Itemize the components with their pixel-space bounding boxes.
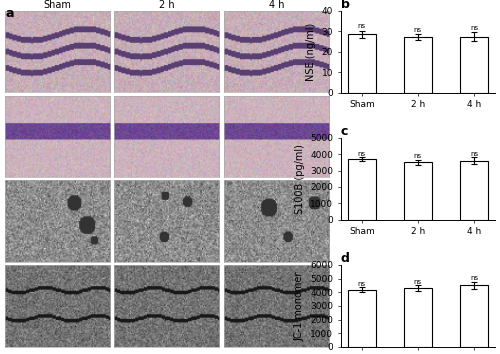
Text: ns: ns	[414, 27, 422, 33]
Bar	[460, 285, 488, 347]
Text: d: d	[341, 252, 349, 265]
Text: ns: ns	[470, 25, 478, 32]
Text: c: c	[341, 125, 348, 138]
Bar	[348, 34, 376, 93]
Bar	[404, 288, 432, 347]
Text: b: b	[341, 0, 349, 11]
Text: ns: ns	[470, 275, 478, 281]
Bar	[404, 37, 432, 93]
Bar	[348, 290, 376, 347]
Bar	[460, 37, 488, 93]
Bar	[404, 162, 432, 220]
Text: a: a	[5, 7, 14, 20]
Bar	[348, 159, 376, 220]
Text: ns: ns	[470, 151, 478, 157]
Text: ns: ns	[414, 153, 422, 159]
Y-axis label: JC-1 monomer: JC-1 monomer	[294, 271, 304, 341]
Y-axis label: NSE (ng/ml): NSE (ng/ml)	[306, 23, 316, 81]
Text: ns: ns	[358, 23, 366, 29]
Bar	[460, 161, 488, 220]
Title: Sham: Sham	[44, 0, 72, 10]
Title: 4 h: 4 h	[268, 0, 284, 10]
Y-axis label: S100B (pg/ml): S100B (pg/ml)	[294, 144, 304, 214]
Title: 2 h: 2 h	[159, 0, 174, 10]
Text: ns: ns	[414, 279, 422, 285]
Text: ns: ns	[358, 151, 366, 157]
Text: ns: ns	[358, 281, 366, 287]
